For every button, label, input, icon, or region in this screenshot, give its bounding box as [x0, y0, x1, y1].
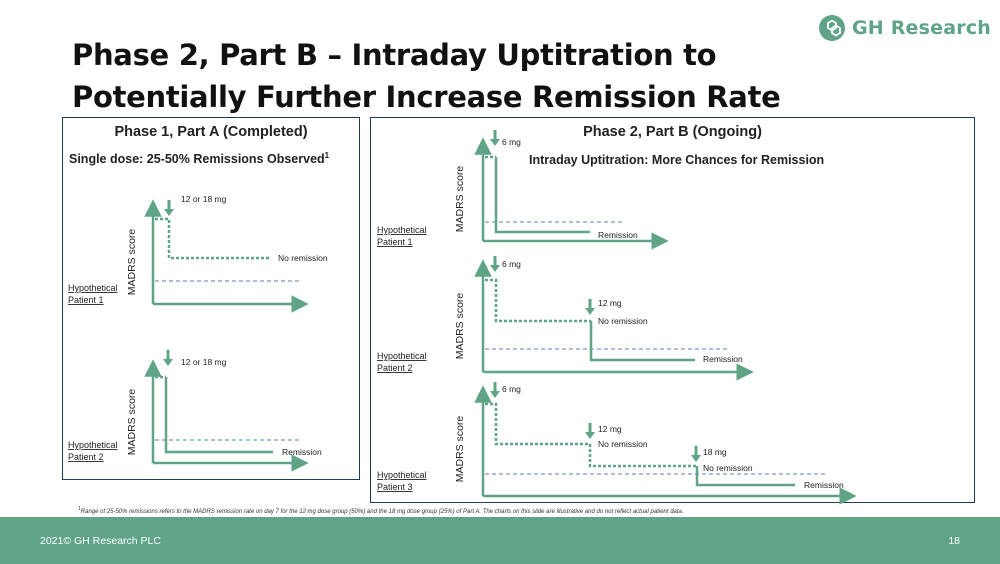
footnote-text: Range of 25-50% remissions refers to the…	[80, 509, 684, 515]
p1c1-patient-label-2: Patient 1	[68, 295, 104, 305]
phase1-panel: Phase 1, Part A (Completed) Single dose:…	[62, 117, 360, 480]
p1c2-dose-label: 12 or 18 mg	[181, 357, 227, 367]
slide-title-line2: Potentially Further Increase Remission R…	[72, 80, 781, 114]
footnote-marker: 1	[78, 506, 81, 512]
p2c3-dose3-label: 18 mg	[703, 447, 727, 457]
footer-bar: 2021© GH Research PLC 18	[0, 517, 1000, 564]
p1c1-patient-label-1: Hypothetical	[68, 283, 118, 293]
p2c1-outcome-label: Remission	[598, 230, 638, 240]
p2c1-y-axis-label: MADRS score	[454, 166, 466, 233]
p1c2-dose-arrow	[163, 350, 173, 366]
p1c2-patient-label-1: Hypothetical	[68, 440, 118, 450]
p2-chart2: 6 mg 12 mg No remission Remission MADRS …	[377, 256, 754, 381]
phase1-subtitle-text: Single dose: 25-50% Remissions Observed	[69, 152, 325, 167]
p1c1-outcome-label: No remission	[278, 253, 328, 263]
p2c3-trajectory-dotted	[485, 402, 697, 468]
p2c3-dose2-label: 12 mg	[598, 424, 622, 434]
p2-chart3: 6 mg 12 mg No remission 18 mg No remissi…	[377, 382, 857, 505]
p2c3-y-axis-label: MADRS score	[454, 416, 466, 483]
p2c2-dose1-label: 6 mg	[502, 259, 521, 269]
page-number: 18	[948, 535, 960, 547]
p2c3-trajectory	[695, 466, 795, 487]
p1c2-trajectory	[164, 377, 273, 454]
p1c2-patient-label-2: Patient 2	[68, 452, 104, 462]
p1c2-y-axis-label: MADRS score	[126, 389, 138, 456]
slide-title-line1: Phase 2, Part B – Intraday Uptitration t…	[72, 38, 717, 72]
phase2-panel-title: Phase 2, Part B (Ongoing)	[583, 124, 762, 140]
p1c1-y-axis-label: MADRS score	[126, 229, 138, 296]
p1-chart1: 12 or 18 mg No remission MADRS score Hyp…	[68, 194, 328, 313]
p2c3-patient-label-1: Hypothetical	[377, 470, 427, 480]
p2c3-outcome-label: Remission	[804, 480, 844, 490]
p1c1-dose-label: 12 or 18 mg	[181, 194, 227, 204]
p2c2-dose2-label: 12 mg	[598, 298, 622, 308]
footnote: 1Range of 25-50% remissions refers to th…	[78, 506, 684, 515]
phase1-subtitle-footnote-marker: 1	[324, 151, 330, 160]
phase1-panel-title: Phase 1, Part A (Completed)	[114, 124, 308, 140]
p2c3-dose3-arrow	[691, 446, 701, 462]
p2c1-patient-label-1: Hypothetical	[377, 225, 427, 235]
p2c2-mid-outcome-label: No remission	[598, 316, 648, 326]
p2c2-dose1-arrow	[490, 256, 500, 272]
p2c2-y-axis-label: MADRS score	[454, 293, 466, 360]
p2c3-dose1-label: 6 mg	[502, 384, 521, 394]
p2c2-trajectory-dotted	[485, 278, 591, 323]
p2c1-dose-arrow	[490, 130, 500, 146]
copyright: 2021© GH Research PLC	[40, 535, 161, 547]
p2c3-dose2-arrow	[585, 423, 595, 439]
p1-chart2: 12 or 18 mg Remission MADRS score Hypoth…	[68, 350, 322, 472]
phase1-panel-subtitle: Single dose: 25-50% Remissions Observed1	[69, 151, 329, 166]
p2c3-mid-outcome2-label: No remission	[703, 463, 753, 473]
p2c2-trajectory	[589, 321, 695, 362]
p1c1-trajectory	[155, 217, 270, 260]
p1c1-dose-arrow	[164, 200, 174, 216]
p2-chart1: 6 mg Remission MADRS score Hypothetical …	[377, 130, 669, 250]
p2c3-dose1-arrow	[490, 382, 500, 398]
slide-title: Phase 2, Part B – Intraday Uptitration t…	[72, 34, 832, 118]
p1c2-outcome-label: Remission	[282, 447, 322, 457]
phase2-panel: Phase 2, Part B (Ongoing) Intraday Uptit…	[370, 117, 975, 503]
company-logo: GH Research	[818, 14, 991, 42]
p2c1-patient-label-2: Patient 1	[377, 237, 413, 247]
logo-text: GH Research	[852, 17, 992, 39]
p2c2-patient-label-2: Patient 2	[377, 363, 413, 373]
logo-hexagon-icon	[819, 15, 845, 41]
p2c2-outcome-label: Remission	[703, 354, 743, 364]
illustrative-charts: 12 or 18 mg No remission MADRS score Hyp…	[68, 130, 857, 505]
p2c2-patient-label-1: Hypothetical	[377, 351, 427, 361]
p2c1-trajectory	[494, 157, 590, 234]
phase2-panel-subtitle: Intraday Uptitration: More Chances for R…	[529, 153, 825, 167]
p2c1-dose1-label: 6 mg	[502, 137, 521, 147]
p2c3-patient-label-2: Patient 3	[377, 482, 413, 492]
p2c3-mid-outcome1-label: No remission	[598, 439, 648, 449]
p2c2-dose2-arrow	[585, 299, 595, 315]
